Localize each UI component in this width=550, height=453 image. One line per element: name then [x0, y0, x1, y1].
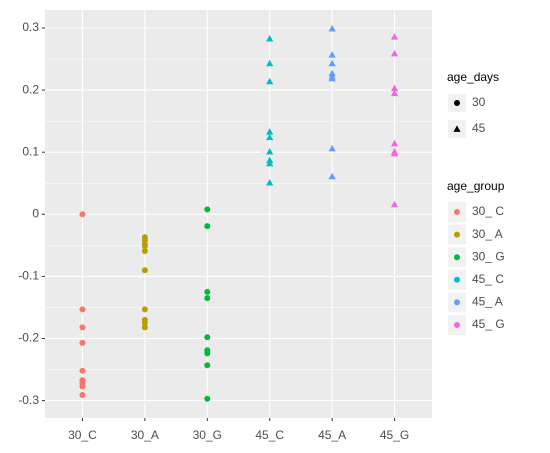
- point: [141, 247, 148, 254]
- point: [141, 324, 148, 331]
- y-tick-label: 0: [32, 206, 39, 220]
- point: [266, 133, 274, 141]
- point: [328, 25, 336, 32]
- point: [328, 51, 336, 58]
- y-tick-label: 0.1: [22, 144, 39, 158]
- legend-label: 45_ A: [472, 295, 503, 309]
- point: [266, 34, 274, 42]
- x-tick-label: 30_A: [131, 428, 159, 442]
- y-tick-label: 0.3: [22, 20, 39, 34]
- point: [328, 144, 336, 152]
- point: [266, 147, 274, 155]
- point: [204, 295, 211, 302]
- point: [79, 367, 86, 374]
- point: [266, 59, 274, 67]
- y-tick-label: -0.2: [18, 331, 39, 345]
- point: [204, 288, 211, 295]
- point: [79, 306, 86, 313]
- legend-label: 30_ C: [472, 204, 504, 218]
- point: [204, 395, 211, 402]
- y-tick-label: -0.1: [18, 269, 39, 283]
- legend-label: 30: [472, 95, 486, 109]
- point: [79, 339, 86, 346]
- x-tick-label: 30_G: [193, 428, 222, 442]
- point: [328, 74, 336, 82]
- point: [79, 383, 86, 390]
- legend-symbol: [454, 209, 460, 215]
- legend-symbol: [454, 322, 460, 328]
- x-tick-label: 45_C: [255, 428, 284, 442]
- point: [266, 128, 274, 135]
- point: [266, 159, 274, 167]
- legend-symbol: [453, 125, 461, 132]
- legend-title: age_group: [447, 179, 505, 193]
- legend-label: 45: [472, 121, 486, 135]
- point: [204, 334, 211, 341]
- point: [390, 149, 399, 157]
- point: [266, 77, 274, 85]
- legend-symbol: [454, 254, 460, 261]
- point: [390, 33, 399, 40]
- point: [79, 211, 86, 218]
- point: [141, 242, 148, 249]
- point: [204, 362, 211, 369]
- point: [390, 89, 399, 97]
- x-tick-label: 30_C: [68, 428, 97, 442]
- point: [204, 206, 211, 213]
- legend-title: age_days: [447, 70, 499, 84]
- legend-label: 30_ A: [472, 227, 503, 241]
- point: [328, 172, 336, 180]
- point: [328, 59, 336, 67]
- legend-symbol: [454, 299, 460, 306]
- point: [79, 392, 86, 399]
- point: [390, 139, 399, 147]
- legend-label: 45_ C: [472, 272, 504, 286]
- legend-label: 30_ G: [472, 249, 505, 263]
- y-tick-label: -0.3: [18, 393, 39, 407]
- legend-label: 45_ G: [472, 317, 505, 331]
- legend-symbol: [454, 231, 460, 238]
- point: [141, 306, 148, 313]
- point: [79, 324, 86, 331]
- point: [204, 223, 211, 230]
- point: [141, 267, 148, 274]
- y-tick-label: 0.2: [22, 82, 39, 96]
- point: [141, 319, 148, 326]
- legend-symbol: [454, 276, 460, 283]
- x-tick-label: 45_G: [380, 428, 409, 442]
- x-tick-label: 45_A: [318, 428, 346, 442]
- point: [390, 84, 399, 92]
- point: [390, 49, 399, 57]
- point: [266, 179, 274, 186]
- point: [390, 200, 399, 208]
- legend: age_days age_group: [447, 70, 505, 193]
- point: [204, 350, 211, 357]
- legend-symbol: [454, 100, 460, 106]
